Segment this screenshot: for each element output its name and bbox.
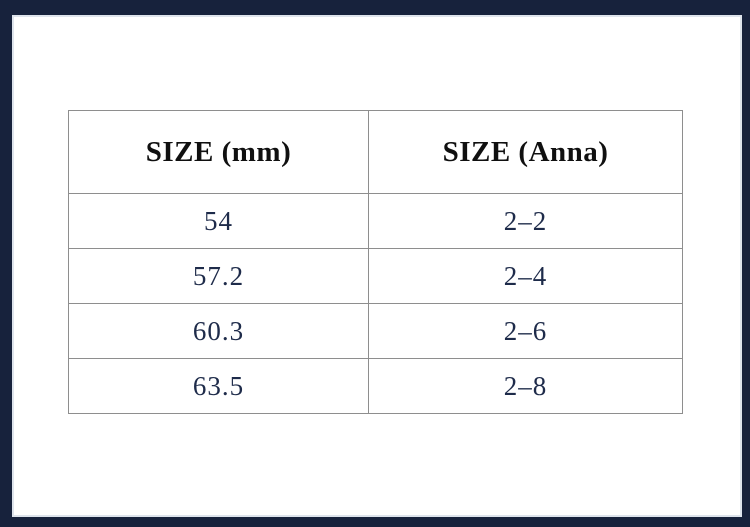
column-header-size-mm: SIZE (mm) (68, 110, 369, 194)
table-row: 54 2–2 (68, 193, 683, 249)
cell-size-anna: 2–2 (368, 193, 683, 249)
cell-size-anna: 2–8 (368, 358, 683, 414)
cell-size-mm: 60.3 (68, 303, 369, 359)
cell-size-mm: 54 (68, 193, 369, 249)
table-row: 63.5 2–8 (68, 358, 683, 414)
cell-size-mm: 63.5 (68, 358, 369, 414)
size-chart-table: SIZE (mm) SIZE (Anna) 54 2–2 57.2 2–4 60… (68, 110, 683, 414)
table-row: 57.2 2–4 (68, 248, 683, 304)
table-row: 60.3 2–6 (68, 303, 683, 359)
cell-size-mm: 57.2 (68, 248, 369, 304)
cell-size-anna: 2–6 (368, 303, 683, 359)
column-header-size-anna: SIZE (Anna) (368, 110, 683, 194)
cell-size-anna: 2–4 (368, 248, 683, 304)
table-header-row: SIZE (mm) SIZE (Anna) (68, 110, 683, 194)
